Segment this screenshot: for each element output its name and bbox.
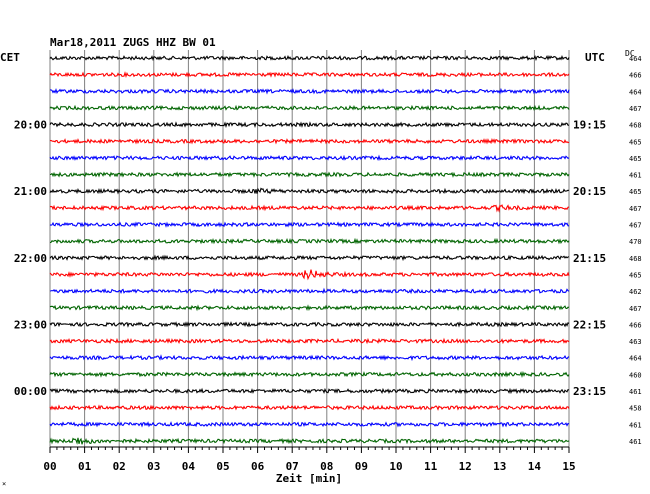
trace-row-10	[49, 204, 570, 213]
x-tick-label: 14	[528, 460, 542, 473]
trace-row-21	[49, 387, 570, 395]
trace-row-7	[49, 154, 570, 162]
right-timezone-label: UTC	[585, 51, 605, 64]
trace-row-12	[49, 237, 570, 245]
left-time-label: 20:00	[14, 119, 47, 132]
x-tick-label: 01	[78, 460, 92, 473]
dc-value-label: 464	[629, 355, 642, 363]
dc-value-label: 466	[629, 72, 642, 80]
dc-value-label: 465	[629, 271, 642, 279]
x-tick-label: 15	[562, 460, 575, 473]
dc-value-label: 461	[629, 438, 642, 446]
x-tick-label: 03	[147, 460, 160, 473]
dc-value-label: 462	[629, 288, 642, 296]
corner-mark: ×	[2, 480, 6, 488]
left-timezone-label: CET	[0, 51, 20, 64]
left-time-labels: 20:00 21:00 22:00 23:00 00:00	[14, 119, 47, 398]
right-time-label: 23:15	[573, 385, 606, 398]
right-time-label: 21:15	[573, 252, 606, 265]
trace-row-11	[49, 221, 570, 228]
x-tick-label: 07	[286, 460, 299, 473]
right-time-labels: 19:15 20:15 21:15 22:15 23:15	[573, 119, 606, 398]
chart-title: Mar18,2011 ZUGS HHZ BW 01	[50, 36, 216, 49]
trace-row-24	[49, 437, 570, 445]
right-time-label: 22:15	[573, 318, 606, 331]
trace-row-2	[49, 71, 570, 78]
dc-value-label: 466	[629, 321, 642, 329]
dc-value-label: 468	[629, 122, 642, 130]
dc-value-label: 465	[629, 138, 642, 146]
x-tick-label: 10	[389, 460, 402, 473]
trace-row-20	[49, 370, 570, 378]
dc-value-label: 460	[629, 371, 642, 379]
grid-lines	[49, 50, 570, 453]
trace-row-1	[49, 54, 570, 62]
dc-value-label: 464	[629, 55, 642, 63]
x-tick-label: 11	[424, 460, 438, 473]
trace-row-23	[49, 421, 570, 428]
left-time-label: 23:00	[14, 318, 47, 331]
trace-row-6	[49, 138, 570, 145]
dc-value-label: 458	[629, 405, 642, 413]
right-time-label: 20:15	[573, 185, 606, 198]
x-tick-label: 12	[459, 460, 472, 473]
dc-value-label: 461	[629, 388, 642, 396]
trace-row-17	[49, 321, 570, 328]
trace-row-18	[49, 337, 570, 345]
dc-value-label: 461	[629, 421, 642, 429]
trace-row-4	[49, 104, 570, 112]
trace-row-8	[49, 171, 570, 178]
dc-value-label: 465	[629, 188, 642, 196]
dc-value-label: 465	[629, 155, 642, 163]
trace-row-5	[49, 121, 570, 129]
dc-value-label: 467	[629, 222, 642, 230]
trace-row-16	[49, 304, 570, 312]
dc-value-label: 464	[629, 88, 642, 96]
trace-row-9	[49, 187, 570, 195]
trace-row-14	[49, 269, 570, 281]
left-time-label: 22:00	[14, 252, 47, 265]
right-time-label: 19:15	[573, 119, 606, 132]
dc-value-label: 467	[629, 205, 642, 213]
x-tick-label: 00	[43, 460, 56, 473]
left-time-label: 21:00	[14, 185, 47, 198]
dc-value-label: 461	[629, 172, 642, 180]
x-tick-label: 02	[113, 460, 126, 473]
dc-value-label: 467	[629, 105, 642, 113]
x-axis-label: Zeit [min]	[276, 472, 342, 485]
dc-value-labels: 464 466 464 467 468 465 465 461 465 467 467 470 468 4…	[629, 55, 642, 446]
trace-row-15	[49, 287, 570, 295]
dc-value-label: 467	[629, 305, 642, 313]
dc-value-label: 468	[629, 255, 642, 263]
x-tick-label: 08	[320, 460, 333, 473]
x-tick-label: 09	[355, 460, 368, 473]
dc-value-label: 470	[629, 238, 642, 246]
trace-row-22	[49, 404, 570, 411]
x-tick-label: 04	[182, 460, 196, 473]
trace-row-19	[49, 354, 570, 362]
x-tick-label: 05	[216, 460, 229, 473]
x-tick-labels: 00 01 02 03 04 05 06 07 08 09 10 11 12 13 14 15	[43, 460, 575, 473]
x-tick-label: 13	[493, 460, 506, 473]
trace-row-3	[49, 87, 570, 95]
x-tick-label: 06	[251, 460, 265, 473]
trace-row-13	[49, 254, 570, 262]
left-time-label: 00:00	[14, 385, 47, 398]
seismic-traces	[49, 54, 570, 445]
dc-value-label: 463	[629, 338, 642, 346]
dc-label: DC	[625, 49, 635, 58]
